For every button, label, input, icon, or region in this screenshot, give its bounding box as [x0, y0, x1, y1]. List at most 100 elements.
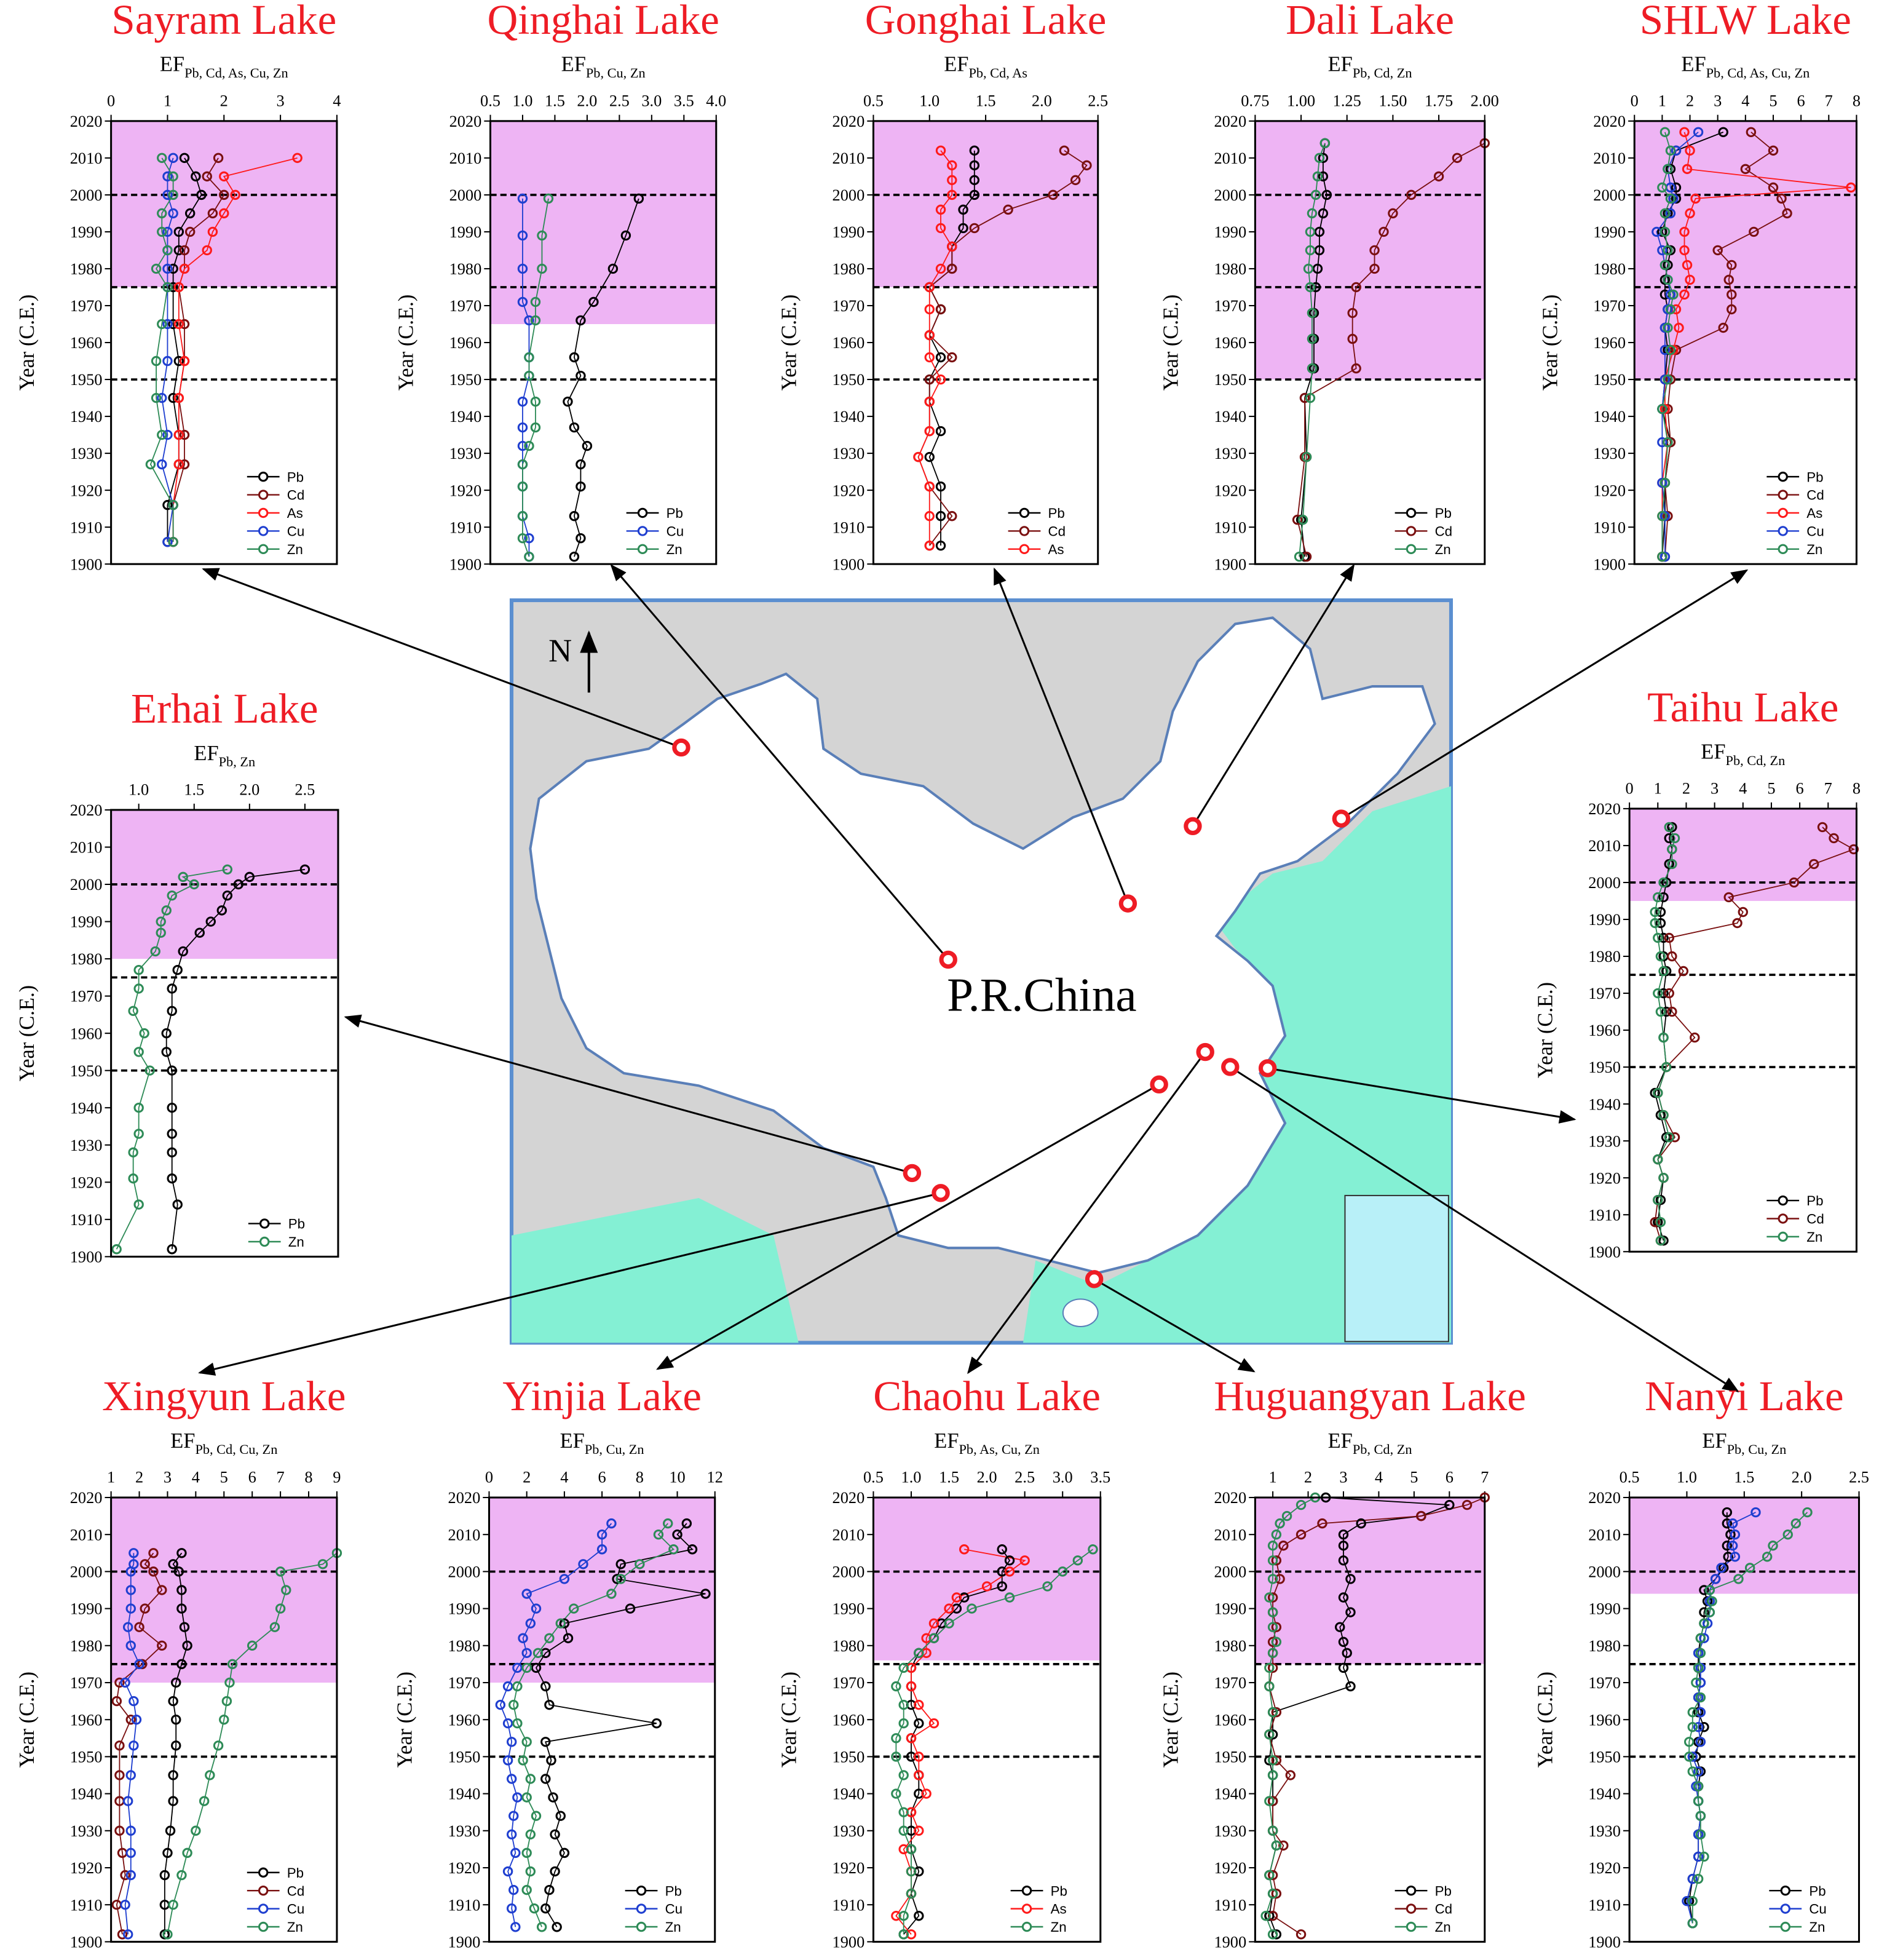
x-axis-label: EFPb, Cd, Zn	[1328, 1429, 1412, 1457]
data-point	[1659, 208, 1671, 219]
data-point	[128, 1173, 138, 1184]
data-point	[543, 193, 554, 204]
y-tick-label: 1940	[833, 1785, 865, 1803]
y-axis-label: Year (C.E.)	[1160, 1672, 1183, 1768]
data-point	[582, 440, 593, 451]
data-point	[178, 871, 188, 883]
x-axis-label-main: EF	[560, 1429, 585, 1453]
x-tick-label: 1.5	[939, 1469, 959, 1486]
data-point	[1657, 437, 1667, 448]
data-point	[125, 1640, 136, 1651]
legend-label: Cd	[1435, 524, 1453, 539]
data-point	[1727, 1518, 1738, 1529]
y-tick-label: 1910	[833, 1896, 865, 1914]
data-point	[1723, 892, 1734, 903]
y-tick-label: 2020	[70, 801, 103, 819]
series-line	[499, 1523, 612, 1927]
data-point	[128, 1006, 138, 1017]
x-axis-label-sub: Pb, Cd, As	[968, 65, 1027, 81]
legend-label: As	[1806, 506, 1822, 521]
data-point	[1351, 363, 1361, 374]
data-point	[1305, 226, 1316, 237]
y-tick-label: 1920	[448, 1859, 481, 1877]
data-point	[1687, 1895, 1698, 1906]
y-tick-label: 2000	[70, 186, 103, 204]
data-point	[1663, 374, 1673, 385]
data-point	[1730, 1529, 1741, 1540]
plot-frame	[1633, 120, 1857, 565]
data-point	[1307, 208, 1318, 219]
data-point	[681, 1518, 692, 1529]
y-tick-label: 1910	[449, 518, 482, 536]
x-tick-label: 0.5	[480, 92, 500, 109]
x-tick-label: 2	[1304, 1469, 1312, 1486]
y-tick-label: 1920	[1588, 1169, 1621, 1187]
data-point	[537, 230, 547, 241]
data-point	[114, 1677, 125, 1688]
y-tick-label: 2000	[70, 876, 103, 894]
data-point	[168, 263, 178, 274]
y-tick-label: 1920	[70, 482, 103, 499]
data-point	[563, 1633, 574, 1643]
data-point	[510, 1847, 521, 1859]
arrow	[344, 1014, 912, 1174]
data-point	[914, 1699, 924, 1710]
data-point	[906, 1844, 917, 1855]
data-point	[891, 1681, 901, 1692]
y-tick-label: 1930	[448, 1822, 481, 1840]
data-point	[1687, 1918, 1698, 1929]
data-point	[178, 946, 188, 957]
y-axis-label: Year (C.E.)	[15, 985, 39, 1081]
chart-title: SHLW Lake	[1640, 0, 1851, 43]
x-axis-label: EFPb, Cu, Zn	[561, 53, 646, 81]
data-point	[1658, 932, 1669, 943]
lake-marker	[932, 1184, 950, 1202]
legend-label: Pb	[1809, 1883, 1826, 1899]
y-tick-label: 1910	[70, 518, 103, 536]
china	[529, 616, 1436, 1274]
data-point	[506, 1737, 517, 1747]
data-point	[157, 153, 167, 164]
data-point	[162, 319, 173, 330]
data-point	[1679, 245, 1690, 256]
data-point	[244, 871, 255, 883]
legend-label: Cu	[287, 1902, 305, 1917]
data-point	[1687, 1766, 1698, 1777]
data-point	[508, 1699, 519, 1710]
inset	[1344, 1194, 1449, 1343]
x-tick-label: 7	[277, 1469, 285, 1486]
data-point	[1650, 918, 1660, 929]
x-tick-label: 3	[164, 1469, 172, 1486]
x-tick-label: 4.0	[706, 92, 726, 109]
y-tick-label: 1990	[1588, 1600, 1621, 1618]
data-point	[179, 263, 190, 274]
series-line	[1664, 132, 1788, 557]
data-point	[1048, 189, 1058, 200]
data-point	[168, 1796, 178, 1806]
panel: Qinghai Lake EFPb, Cu, Zn Year (C.E.) 0.5 1.…	[395, 0, 727, 573]
x-tick-label: 2.5	[1015, 1469, 1035, 1486]
data-point	[521, 1884, 532, 1895]
data-point	[1356, 1518, 1366, 1529]
country-label: P.R.China	[947, 969, 1136, 1022]
legend-label: Pb	[288, 1216, 305, 1232]
x-tick-label: 1	[164, 92, 172, 109]
lake-marker	[903, 1164, 922, 1183]
data-point	[1267, 1622, 1278, 1632]
data-point	[576, 533, 586, 544]
y-tick-label: 1920	[70, 1173, 103, 1191]
data-point	[947, 189, 957, 200]
data-point	[944, 1618, 954, 1629]
x-tick-label: 1.5	[184, 781, 204, 799]
data-point	[1695, 1829, 1706, 1840]
y-tick-label: 1920	[449, 482, 482, 499]
data-point	[1444, 1499, 1455, 1510]
data-point	[518, 1633, 528, 1643]
data-point	[1296, 1529, 1307, 1540]
legend-label: Cd	[1048, 524, 1066, 539]
arrow	[1192, 563, 1355, 827]
data-point	[120, 1870, 130, 1881]
data-point	[967, 1603, 977, 1614]
x-tick-label: 4	[1375, 1469, 1383, 1486]
y-tick-label: 1980	[449, 260, 482, 278]
